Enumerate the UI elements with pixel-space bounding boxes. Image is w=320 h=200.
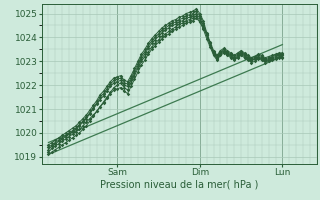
X-axis label: Pression niveau de la mer( hPa ): Pression niveau de la mer( hPa ) (100, 180, 258, 190)
